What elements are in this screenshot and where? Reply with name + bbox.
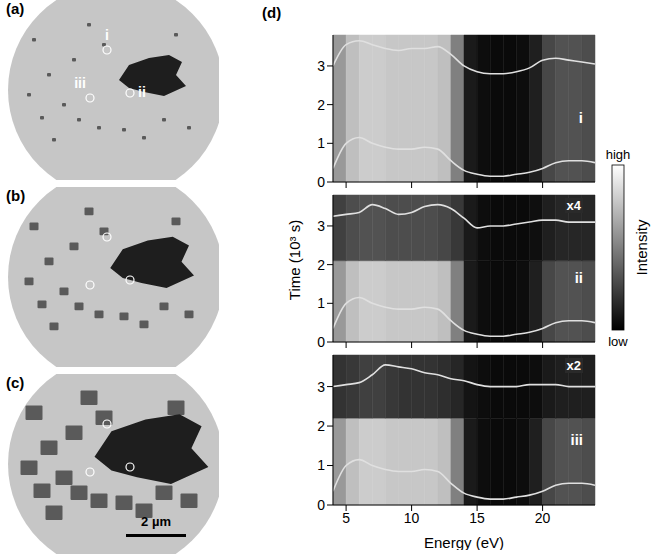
svg-text:2 µm: 2 µm — [141, 514, 171, 529]
html-text:x4: x4 — [566, 198, 581, 213]
svg-text:3: 3 — [317, 58, 325, 74]
svg-text:2: 2 — [317, 418, 325, 434]
svg-text:3: 3 — [317, 379, 325, 395]
svg-text:(a): (a) — [6, 0, 24, 17]
svg-text:(d): (d) — [262, 4, 281, 21]
html-text:x2: x2 — [566, 358, 581, 373]
svg-text:2: 2 — [317, 257, 325, 273]
svg-text:high: high — [606, 147, 631, 162]
svg-text:10: 10 — [404, 510, 420, 526]
html-text:i: i — [578, 109, 583, 126]
svg-text:2: 2 — [317, 97, 325, 113]
svg-text:i: i — [105, 27, 109, 43]
svg-text:Energy (eV): Energy (eV) — [424, 534, 504, 550]
svg-text:0: 0 — [317, 334, 325, 350]
svg-text:1: 1 — [317, 135, 325, 151]
svg-text:(b): (b) — [6, 187, 25, 204]
svg-text:iii: iii — [74, 75, 86, 91]
svg-text:Time (10³ s): Time (10³ s) — [286, 220, 303, 300]
html-text:iii: iii — [570, 430, 583, 448]
svg-text:Intensity: Intensity — [633, 219, 650, 275]
svg-text:15: 15 — [469, 510, 485, 526]
svg-text:3: 3 — [317, 218, 325, 234]
svg-text:1: 1 — [317, 457, 325, 473]
svg-text:0: 0 — [317, 174, 325, 190]
svg-text:20: 20 — [535, 510, 551, 526]
svg-text:1: 1 — [317, 295, 325, 311]
html-text:ii: ii — [574, 269, 583, 286]
svg-text:0: 0 — [317, 497, 325, 513]
svg-text:ii: ii — [138, 84, 146, 100]
svg-text:5: 5 — [342, 510, 350, 526]
svg-text:low: low — [608, 334, 628, 349]
svg-text:(c): (c) — [6, 374, 24, 391]
